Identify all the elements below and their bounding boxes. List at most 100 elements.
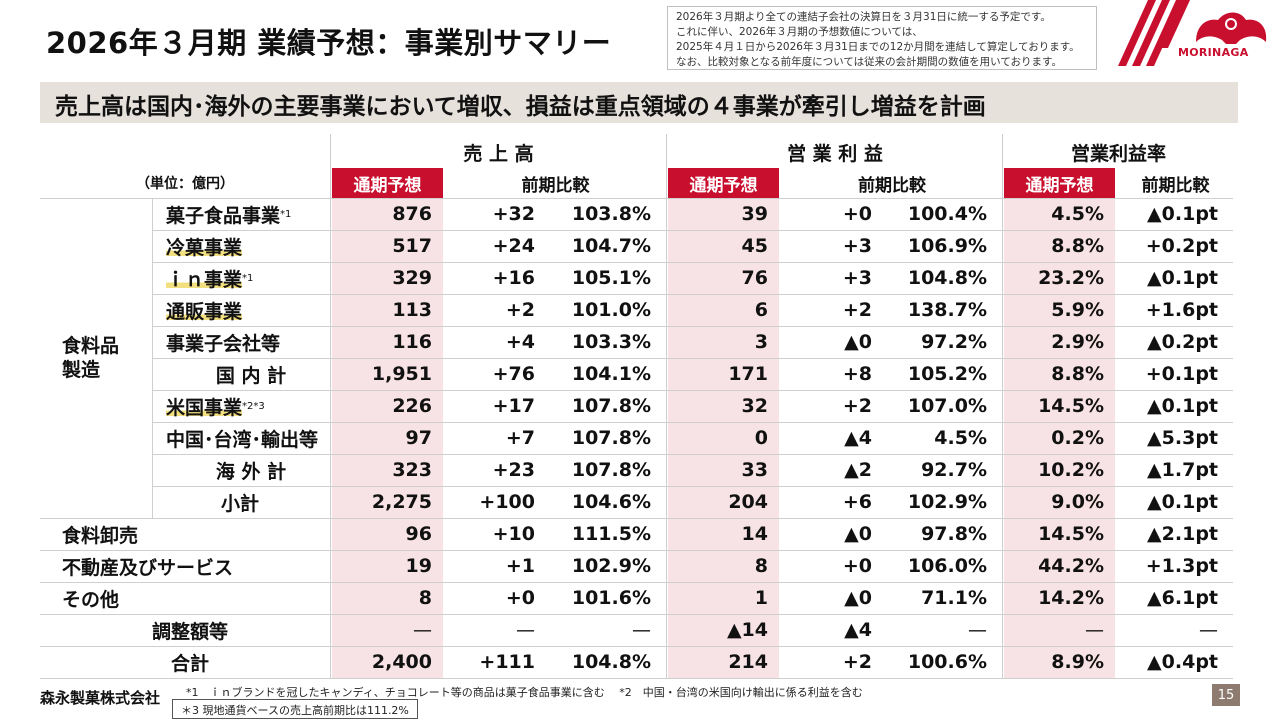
- row-divider: [152, 454, 1233, 455]
- row-label: 調整額等: [150, 614, 230, 646]
- value-cell: 96: [405, 523, 432, 545]
- value-cell: +2: [842, 299, 872, 321]
- value-cell: ▲0.1pt: [1147, 203, 1218, 225]
- value-cell: +76: [492, 363, 535, 385]
- value-cell: 105.1%: [571, 267, 651, 289]
- row-label: 国 内 計: [166, 358, 326, 390]
- value-cell: 104.8%: [907, 267, 987, 289]
- row-label: 海 外 計: [166, 454, 326, 486]
- value-cell: —: [632, 619, 651, 641]
- value-cell: 100.4%: [907, 203, 987, 225]
- value-cell: +3: [842, 267, 872, 289]
- value-cell: 8.8%: [1051, 363, 1104, 385]
- value-cell: 14: [741, 523, 768, 545]
- value-cell: 138.7%: [907, 299, 987, 321]
- value-cell: —: [1085, 619, 1104, 641]
- value-cell: 97.8%: [921, 523, 987, 545]
- value-cell: 113: [392, 299, 432, 321]
- logo-wordmark: MORINAGA: [1178, 46, 1249, 59]
- row-label: 中国･台湾･輸出等: [166, 422, 326, 454]
- value-cell: 2,400: [371, 651, 432, 673]
- note-line: 2025年４月１日から2026年３月31日までの12か月間を連結して算定しており…: [676, 41, 1080, 53]
- row-divider: [152, 486, 1233, 487]
- value-cell: +1.6pt: [1145, 299, 1218, 321]
- value-cell: ▲0.1pt: [1147, 395, 1218, 417]
- value-cell: +1: [505, 555, 535, 577]
- value-cell: 104.8%: [571, 651, 651, 673]
- group-header: 営 業 利 益: [787, 142, 883, 165]
- row-label-text: 国 内 計: [215, 364, 287, 387]
- value-cell: 104.7%: [571, 235, 651, 257]
- value-cell: 105.2%: [907, 363, 987, 385]
- value-cell: 171: [728, 363, 768, 385]
- value-cell: 14.5%: [1038, 523, 1104, 545]
- value-cell: 323: [392, 459, 432, 481]
- value-cell: 214: [728, 651, 768, 673]
- value-cell: 107.0%: [907, 395, 987, 417]
- note-line: なお、比較対象となる前年度については従来の会計期間の数値を用いております。: [676, 56, 1062, 68]
- value-cell: 876: [392, 203, 432, 225]
- value-cell: ▲2.1pt: [1147, 523, 1218, 545]
- value-cell: +2: [842, 651, 872, 673]
- row-label-text: 海 外 計: [215, 460, 287, 483]
- value-cell: 23.2%: [1038, 267, 1104, 289]
- value-cell: 204: [728, 491, 768, 513]
- row-label: 食料卸売: [62, 518, 322, 550]
- value-cell: 116: [392, 331, 432, 353]
- value-cell: +1.3pt: [1145, 555, 1218, 577]
- value-cell: 1,951: [371, 363, 432, 385]
- value-cell: +6: [842, 491, 872, 513]
- value-cell: 6: [754, 299, 768, 321]
- column-divider: [666, 134, 667, 678]
- row-divider: [152, 262, 1233, 263]
- forecast-column-bg: [332, 198, 443, 678]
- value-cell: +3: [842, 235, 872, 257]
- value-cell: ▲2: [844, 459, 872, 481]
- column-divider: [152, 198, 153, 518]
- group-header: 営業利益率: [1070, 142, 1166, 165]
- row-divider: [152, 390, 1233, 391]
- company-name: 森永製菓株式会社: [40, 689, 161, 707]
- row-divider: [40, 518, 1233, 519]
- value-cell: 4.5%: [934, 427, 987, 449]
- value-cell: +100: [479, 491, 535, 513]
- value-cell: 226: [392, 395, 432, 417]
- value-cell: 19: [405, 555, 432, 577]
- value-cell: ▲6.1pt: [1147, 587, 1218, 609]
- value-cell: ▲4: [844, 619, 872, 641]
- row-label: 合計: [150, 646, 230, 678]
- value-cell: 0.2%: [1051, 427, 1104, 449]
- row-divider: [40, 582, 1233, 583]
- value-cell: +2: [842, 395, 872, 417]
- value-cell: —: [968, 619, 987, 641]
- forecast-column-bg: [668, 198, 779, 678]
- forecast-header: 通期予想: [1004, 168, 1115, 198]
- value-cell: ▲5.3pt: [1147, 427, 1218, 449]
- value-cell: 106.0%: [907, 555, 987, 577]
- segment-summary-table: 売 上 高 営 業 利 益 営業利益率 通期予想 前期比較 通期予想 前期比較 通期予想 前期比…: [40, 134, 1234, 679]
- value-cell: ▲14: [726, 619, 768, 641]
- value-cell: 8: [754, 555, 768, 577]
- value-cell: 76: [741, 267, 768, 289]
- value-cell: 101.0%: [571, 299, 651, 321]
- value-cell: ▲0: [844, 523, 872, 545]
- value-cell: +0.1pt: [1145, 363, 1218, 385]
- value-cell: 2,275: [371, 491, 432, 513]
- row-label: ｉｎ事業 *1: [166, 262, 326, 294]
- value-cell: 44.2%: [1038, 555, 1104, 577]
- value-cell: ▲0.1pt: [1147, 267, 1218, 289]
- value-cell: 106.9%: [907, 235, 987, 257]
- fiscal-note: 2026年３月期より全ての連結子会社の決算日を３月31日に統一する予定です。 こ…: [667, 6, 1097, 70]
- headline-text: 売上高は国内･海外の主要事業において増収、損益は重点領域の４事業が牽引し増益を計…: [55, 94, 986, 120]
- value-cell: 97.2%: [921, 331, 987, 353]
- value-cell: 111.5%: [571, 523, 651, 545]
- value-cell: +2: [505, 299, 535, 321]
- value-cell: +0.2pt: [1145, 235, 1218, 257]
- value-cell: 107.8%: [571, 459, 651, 481]
- column-divider: [1002, 134, 1003, 678]
- value-cell: +8: [842, 363, 872, 385]
- row-label-text: 合計: [170, 652, 209, 675]
- value-cell: 32: [741, 395, 768, 417]
- value-cell: 104.6%: [571, 491, 651, 513]
- footnote-marker: *2*3: [242, 400, 265, 412]
